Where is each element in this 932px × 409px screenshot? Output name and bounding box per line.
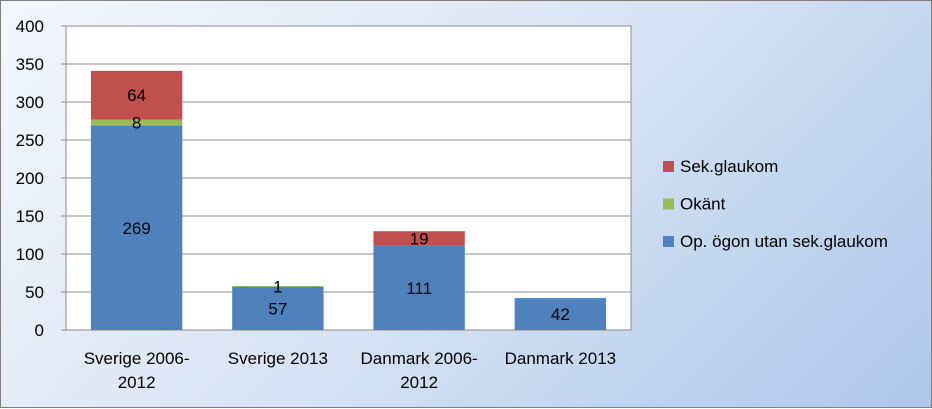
- x-category-label: Sverige 2013: [228, 349, 328, 368]
- data-label: 269: [122, 219, 150, 238]
- legend-label: Okänt: [680, 195, 726, 214]
- data-label: 8: [132, 114, 141, 133]
- data-label: 1: [273, 277, 282, 296]
- y-tick-label: 100: [16, 245, 44, 264]
- bar-segment: [514, 298, 607, 330]
- y-tick-label: 0: [35, 321, 44, 340]
- bar-segment: [232, 286, 324, 330]
- legend-label: Sek.glaukom: [680, 157, 778, 176]
- legend-swatch: [663, 236, 674, 247]
- bar-segment: [373, 231, 465, 246]
- x-category-label: Danmark 2006-: [361, 349, 478, 368]
- bar-segment: [232, 285, 324, 287]
- y-tick-label: 250: [16, 131, 44, 150]
- legend-swatch: [663, 161, 674, 172]
- bar-segment: [90, 119, 183, 126]
- x-axis: Sverige 2006- 2012 Sverige 2013 Danmark 200…: [84, 349, 616, 392]
- y-tick-label: 300: [16, 93, 44, 112]
- data-label: 19: [410, 229, 429, 248]
- y-tick-label: 150: [16, 207, 44, 226]
- bars: [90, 70, 607, 330]
- data-label: 42: [551, 305, 570, 324]
- legend-label: Op. ögon utan sek.glaukom: [680, 232, 888, 251]
- data-label: 57: [268, 299, 287, 318]
- x-category-label: Sverige 2006-: [84, 349, 190, 368]
- x-category-label: Danmark 2013: [505, 349, 617, 368]
- x-category-label: 2012: [400, 373, 438, 392]
- bar-segment: [90, 70, 183, 120]
- bar-segment: [90, 125, 183, 330]
- legend-swatch: [663, 198, 674, 210]
- y-axis: 0 50 100 150 200 250 300 350 400: [16, 17, 66, 340]
- bar-segment: [373, 245, 465, 330]
- y-tick-label: 200: [16, 169, 44, 188]
- data-label: 64: [127, 86, 146, 105]
- x-category-label: 2012: [118, 373, 156, 392]
- data-label: 111: [406, 279, 432, 298]
- legend: Sek.glaukom Okänt Op. ögon utan sek.glauko…: [663, 157, 888, 251]
- y-tick-label: 350: [16, 55, 44, 74]
- y-tick-label: 400: [16, 17, 44, 36]
- y-tick-label: 50: [25, 283, 44, 302]
